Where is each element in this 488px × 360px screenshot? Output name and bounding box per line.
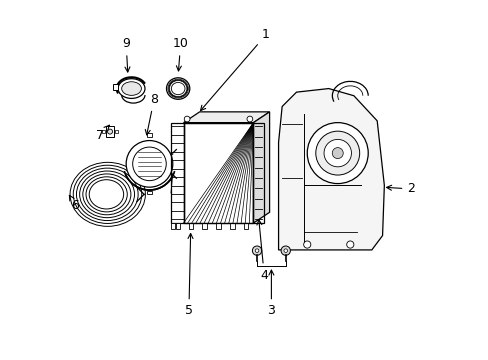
Text: 3: 3 [267,270,275,318]
Polygon shape [278,89,384,250]
Polygon shape [253,112,269,223]
Circle shape [184,116,190,122]
Bar [244,223,248,229]
Ellipse shape [166,78,189,99]
Text: 9: 9 [122,37,130,72]
Circle shape [303,241,310,248]
Bar [146,191,152,194]
Bar [253,123,263,223]
Circle shape [306,123,367,184]
Text: 6: 6 [69,195,79,212]
Circle shape [346,241,353,248]
Ellipse shape [171,82,184,95]
Circle shape [281,246,290,255]
Ellipse shape [118,79,144,98]
Ellipse shape [168,80,187,97]
Circle shape [107,129,112,134]
Bar [176,223,180,229]
Bar [102,130,105,134]
Circle shape [284,249,287,252]
Bar [171,223,175,229]
Text: 5: 5 [184,234,193,318]
Bar [146,134,152,137]
Circle shape [331,148,343,159]
Circle shape [126,140,172,187]
Text: 1: 1 [200,28,269,111]
Circle shape [132,147,166,181]
Bar [183,123,253,223]
Polygon shape [183,112,269,123]
Bar [183,123,253,223]
Text: 4: 4 [256,220,267,282]
Circle shape [252,246,261,255]
Text: 7: 7 [96,125,109,142]
Text: 10: 10 [172,37,188,71]
Bar [188,223,192,229]
Circle shape [315,131,359,175]
Circle shape [324,139,351,167]
Bar [115,130,118,134]
Bar [230,223,234,229]
Bar [105,126,114,137]
Text: 2: 2 [386,183,414,195]
Bar [216,223,220,229]
Ellipse shape [122,82,141,95]
Circle shape [255,249,258,252]
Bar [202,223,206,229]
Bar [112,84,117,90]
Circle shape [246,116,252,122]
Bar [171,123,183,223]
Text: 8: 8 [145,93,158,135]
